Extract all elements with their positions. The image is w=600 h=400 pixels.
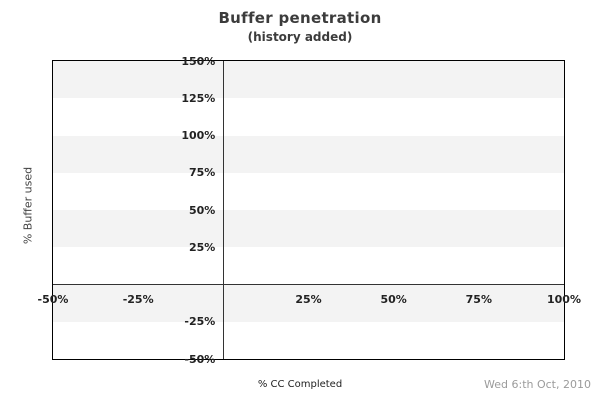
x-tick-label: -50% <box>37 292 69 306</box>
y-tick-label: -25% <box>184 315 216 329</box>
plot-area: 150% 125% 100% 75% 50% 25% -25% -50% -50% -25% 25%… <box>38 55 581 366</box>
y-tick-label: -50% <box>184 352 216 366</box>
x-tick-label: 100% <box>547 292 581 306</box>
x-tick-label: -25% <box>122 292 154 306</box>
background-band <box>53 61 564 99</box>
y-tick-label: 50% <box>188 203 216 217</box>
date-label: Wed 6:th Oct, 2010 <box>484 378 591 391</box>
x-tick-label: 25% <box>295 292 322 306</box>
y-axis-line <box>222 61 225 359</box>
y-tick-label: 25% <box>188 240 216 254</box>
background-band <box>53 210 564 248</box>
x-axis-title: % CC Completed <box>257 379 343 390</box>
background-band <box>53 284 564 322</box>
y-tick-label: 150% <box>181 54 216 68</box>
y-tick-label: 100% <box>181 129 216 142</box>
chart-subtitle: (history added) <box>247 30 353 44</box>
y-axis-title: % Buffer used <box>21 166 35 245</box>
x-tick-label: 75% <box>465 292 492 306</box>
x-tick-label: 50% <box>380 292 407 306</box>
y-tick-label: 75% <box>188 166 216 180</box>
background-band <box>53 135 564 173</box>
y-tick-label: 125% <box>181 91 216 105</box>
x-axis-line <box>53 283 564 286</box>
chart-title: Buffer penetration <box>218 9 382 27</box>
